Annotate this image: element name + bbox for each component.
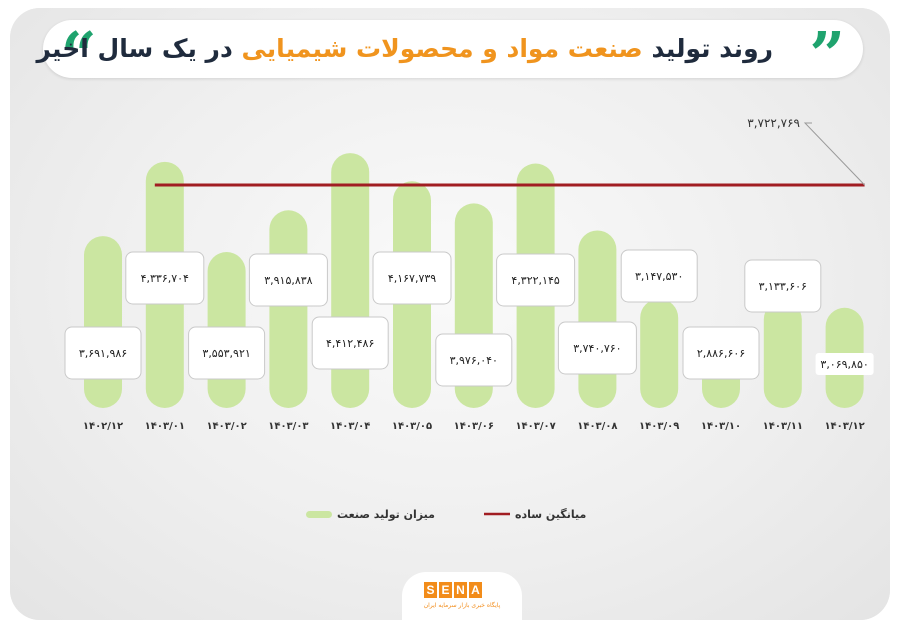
- legend: میزان تولید صنعت میانگین ساده: [306, 508, 586, 521]
- value-label: ۲,۸۸۶,۶۰۶: [697, 347, 745, 360]
- value-labels-group: ۳,۶۹۱,۹۸۶ ۴,۳۳۶,۷۰۴ ۳,۵۵۳,۹۲۱ ۳,۹۱۵,۸۳۸ ۴,۴۱…: [64, 249, 874, 387]
- x-tick-label: ۱۴۰۳/۰۵: [392, 421, 432, 432]
- value-label: ۳,۱۴۷,۵۳۰: [635, 270, 683, 283]
- value-label: ۳,۷۴۰,۷۶۰: [573, 342, 621, 355]
- value-label-box: [311, 316, 389, 370]
- legend-average-label: میانگین ساده: [515, 508, 586, 521]
- value-label: ۴,۳۳۶,۷۰۴: [141, 272, 189, 285]
- value-label: ۳,۶۹۱,۹۸۶: [79, 347, 127, 360]
- average-value-label: ۳,۷۲۲,۷۶۹: [747, 116, 800, 130]
- x-tick-label: ۱۴۰۳/۰۲: [206, 421, 246, 432]
- value-label-box: [188, 326, 266, 380]
- title-part-3: در یک سال اخیر: [36, 34, 233, 63]
- value-label-box: [496, 253, 576, 307]
- x-tick-label: ۱۴۰۳/۰۷: [515, 421, 555, 432]
- value-label: ۴,۴۱۲,۴۸۶: [326, 337, 374, 350]
- x-tick-label: ۱۴۰۳/۰۱: [145, 421, 185, 432]
- value-label: ۳,۹۷۶,۰۴۰: [450, 354, 498, 367]
- value-label-box: [620, 249, 698, 303]
- value-label: ۳,۱۳۳,۶۰۶: [759, 280, 807, 293]
- bar: [331, 153, 370, 408]
- close-quote-icon: ”: [809, 18, 845, 91]
- value-label: ۳,۹۱۵,۸۳۸: [264, 274, 312, 287]
- bar: [763, 300, 802, 408]
- x-tick-label: ۱۴۰۳/۱۰: [701, 421, 741, 432]
- value-label-box: [372, 251, 452, 305]
- x-tick-label: ۱۴۰۳/۰۶: [454, 421, 494, 432]
- x-tick-label: ۱۴۰۳/۱۱: [763, 421, 803, 432]
- x-tick-label: ۱۴۰۳/۰۸: [577, 421, 617, 432]
- average-leader-line: [803, 122, 865, 186]
- x-tick-labels: ۱۴۰۲/۱۲ ۱۴۰۳/۰۱ ۱۴۰۳/۰۲ ۱۴۰۳/۰۳ ۱۴۰۳/۰۴ ۱۴۰۳/…: [83, 421, 865, 432]
- value-label-box: [435, 333, 513, 387]
- logo-letter: N: [454, 582, 467, 598]
- value-label-box: [557, 321, 637, 375]
- value-label-box: [248, 253, 328, 307]
- x-tick-label: ۱۴۰۲/۱۲: [83, 421, 123, 432]
- legend-bar-label: میزان تولید صنعت: [337, 508, 435, 521]
- legend-bar-swatch: [306, 511, 332, 518]
- average-group: ۳,۷۲۲,۷۶۹: [154, 116, 865, 187]
- logo-letter: A: [469, 582, 482, 598]
- title-banner: “ ” روند تولید صنعت مواد و محصولات شیمیا…: [36, 20, 863, 86]
- x-tick-label: ۱۴۰۳/۰۴: [330, 421, 370, 432]
- logo-letters: S E N A: [424, 582, 482, 598]
- value-label-box: [815, 353, 874, 375]
- bar: [640, 298, 679, 408]
- value-label-box: [125, 251, 205, 305]
- x-tick-label: ۱۴۰۳/۰۳: [268, 421, 308, 432]
- x-tick-label: ۱۴۰۳/۱۲: [824, 421, 864, 432]
- logo-tagline: پایگاه خبری بازار سرمایه ایران: [423, 602, 501, 609]
- bar-chart: ۳,۶۹۱,۹۸۶ ۴,۳۳۶,۷۰۴ ۳,۵۵۳,۹۲۱ ۳,۹۱۵,۸۳۸ ۴,۴۱…: [64, 116, 874, 521]
- title-part-1: روند تولید: [651, 34, 773, 63]
- logo-letter: E: [439, 582, 452, 598]
- value-label: ۴,۳۲۲,۱۴۵: [511, 274, 559, 287]
- sena-logo: S E N A پایگاه خبری بازار سرمایه ایران: [402, 572, 522, 620]
- chart-title: روند تولید صنعت مواد و محصولات شیمیایی د…: [36, 32, 773, 66]
- value-label: ۴,۱۶۷,۷۳۹: [388, 272, 436, 285]
- open-quote-icon: “: [61, 18, 97, 91]
- title-part-2: صنعت مواد و محصولات شیمیایی: [241, 34, 643, 63]
- value-label: ۳,۰۶۹,۸۵۰: [820, 358, 868, 371]
- value-label-box: [744, 259, 822, 313]
- x-tick-label: ۱۴۰۳/۰۹: [639, 421, 679, 432]
- value-label-box: [682, 326, 760, 380]
- value-label-box: [64, 326, 142, 380]
- chart-card: “ ” روند تولید صنعت مواد و محصولات شیمیا…: [10, 8, 890, 620]
- logo-letter: S: [424, 582, 437, 598]
- bar: [269, 210, 308, 408]
- bar: [84, 236, 122, 408]
- value-label: ۳,۵۵۳,۹۲۱: [202, 347, 250, 360]
- bar: [578, 230, 617, 408]
